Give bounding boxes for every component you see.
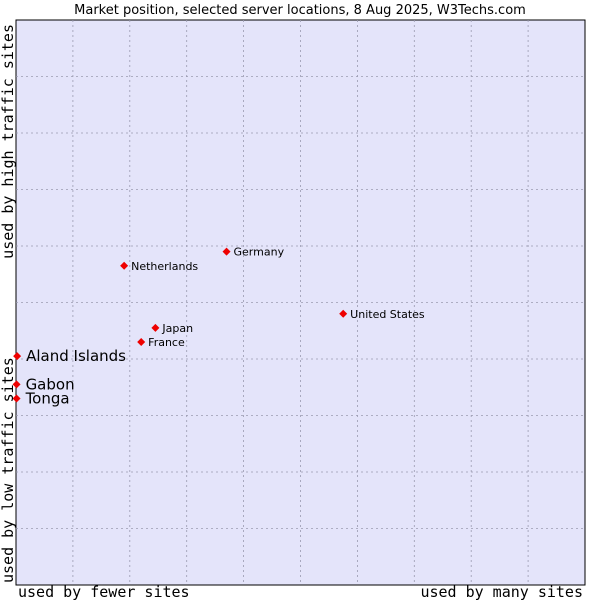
point-label-aland-islands: Aland Islands: [26, 347, 126, 365]
point-label-japan: Japan: [161, 322, 193, 335]
point-marker-germany: [222, 247, 231, 256]
point-label-united-states: United States: [350, 308, 425, 321]
point-label-gabon: Gabon: [26, 375, 75, 393]
chart-title: Market position, selected server locatio…: [74, 3, 526, 18]
point-label-france: France: [148, 336, 185, 349]
point-label-tonga: Tonga: [25, 390, 70, 408]
gridlines: [16, 20, 585, 585]
point-marker-japan: [151, 323, 160, 332]
x-axis-low-label: used by fewer sites: [18, 583, 190, 600]
point-marker-netherlands: [120, 261, 129, 270]
point-marker-united-states: [339, 309, 348, 318]
point-marker-gabon: [12, 380, 21, 389]
point-marker-tonga: [12, 394, 21, 403]
y-axis-high-label: used by high traffic sites: [0, 24, 17, 259]
point-marker-aland-islands: [13, 352, 22, 361]
y-axis-low-label: used by low traffic sites: [0, 357, 17, 583]
point-label-netherlands: Netherlands: [131, 260, 198, 273]
x-axis-high-label: used by many sites: [420, 583, 583, 600]
point-label-germany: Germany: [234, 246, 285, 259]
data-points: Germany Netherlands United States JapanFran…: [12, 246, 425, 408]
point-marker-france: [137, 338, 146, 347]
